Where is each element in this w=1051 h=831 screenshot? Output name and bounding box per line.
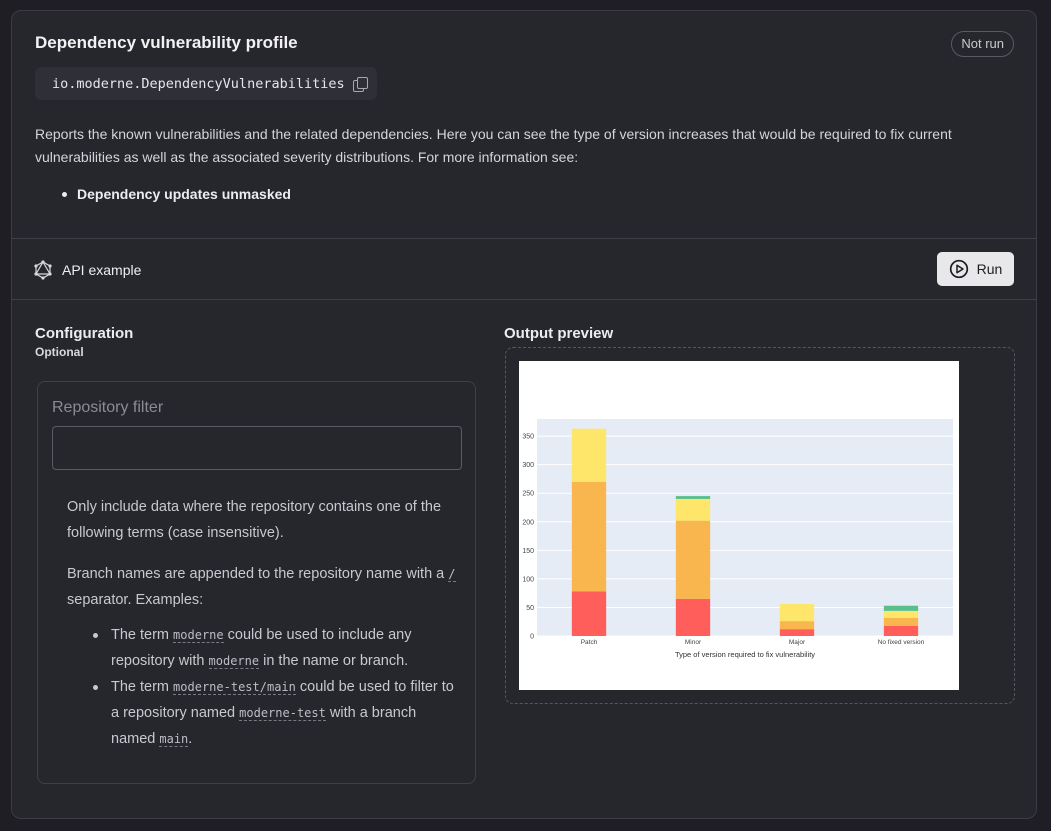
status-badge: Not run: [951, 31, 1014, 57]
bar-segment: [779, 604, 815, 622]
help-paragraph: Branch names are appended to the reposit…: [67, 566, 456, 608]
y-tick-label: 100: [522, 576, 534, 583]
inline-code: moderne: [173, 628, 224, 643]
graphql-icon: [34, 260, 52, 280]
y-tick-label: 0: [530, 634, 534, 641]
inline-code: moderne: [208, 654, 260, 669]
bar-segment: [675, 496, 711, 499]
optional-label: Optional: [35, 345, 84, 359]
run-label: Run: [976, 261, 1003, 277]
inline-code: moderne-test/main: [173, 680, 296, 695]
repository-filter-help: Only include data where the repository c…: [67, 494, 457, 752]
recipe-card: Dependency vulnerability profile Not run…: [11, 10, 1037, 819]
inline-code: moderne-test: [239, 706, 326, 721]
output-preview-panel: 0 50 100 150 200 250 300 350 Patch Minor Major No f…: [505, 347, 1015, 704]
x-axis-label: Type of version required to fix vulnerab…: [675, 650, 815, 659]
bar-segment: [883, 617, 919, 626]
divider: [12, 299, 1036, 300]
copy-icon[interactable]: [352, 76, 368, 92]
bar-segment: [883, 610, 919, 618]
bullet-dot: [62, 191, 67, 197]
list-item: The term moderne could be used to includ…: [82, 622, 457, 674]
list-item: The term moderne-test/main could be used…: [82, 674, 457, 752]
bar-segment: [675, 498, 711, 521]
preview-chart: 0 50 100 150 200 250 300 350 Patch Minor Major No f…: [519, 361, 959, 690]
recipe-description: Reports the known vulnerabilities and th…: [35, 126, 952, 165]
configuration-panel: Repository filter Only include data wher…: [37, 381, 476, 784]
recipe-id-box: io.moderne.DependencyVulnerabilities: [35, 67, 377, 100]
api-example-label: API example: [62, 262, 142, 278]
bar-segment: [675, 520, 711, 599]
recipe-id: io.moderne.DependencyVulnerabilities: [52, 75, 345, 92]
bar-segment: [779, 629, 815, 636]
bar-segment: [779, 621, 815, 630]
repository-filter-label: Repository filter: [52, 399, 164, 416]
play-circle-icon: [949, 259, 968, 279]
x-tick-label: Major: [789, 639, 806, 646]
inline-code: main: [159, 732, 189, 747]
x-tick-label: Minor: [685, 639, 702, 646]
bar-segment: [883, 625, 919, 636]
doc-link[interactable]: Dependency updates unmasked: [77, 186, 291, 202]
run-button[interactable]: Run: [937, 252, 1014, 286]
bar-chart: 0 50 100 150 200 250 300 350 Patch Minor Major No f…: [522, 419, 953, 659]
y-tick-label: 300: [522, 462, 534, 469]
plot-area: [537, 419, 953, 636]
x-tick-label: No fixed version: [878, 639, 925, 646]
bar-segment: [571, 481, 607, 592]
y-tick-label: 350: [522, 434, 534, 441]
examples-list: The term moderne could be used to includ…: [82, 622, 457, 752]
bar-segment: [883, 605, 919, 611]
help-paragraph: Only include data where the repository c…: [67, 499, 442, 541]
divider: [12, 238, 1036, 239]
y-tick-label: 200: [522, 519, 534, 526]
y-tick-label: 150: [522, 548, 534, 555]
api-example-toggle[interactable]: API example: [33, 260, 141, 280]
inline-code: /: [448, 567, 456, 582]
x-tick-label: Patch: [581, 639, 598, 646]
bar-segment: [571, 591, 607, 636]
bar-segment: [571, 428, 607, 482]
recipe-title: Dependency vulnerability profile: [35, 33, 298, 52]
output-preview-heading: Output preview: [504, 325, 614, 342]
doc-link-item[interactable]: Dependency updates unmasked: [62, 186, 291, 202]
repository-filter-input[interactable]: [52, 426, 462, 470]
y-tick-label: 50: [526, 605, 534, 612]
y-tick-label: 250: [522, 491, 534, 498]
bar-segment: [675, 598, 711, 636]
configuration-heading: Configuration: [35, 325, 134, 342]
